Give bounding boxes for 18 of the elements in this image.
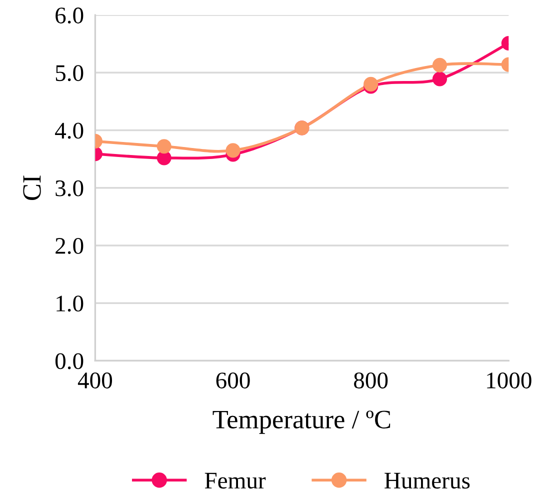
y-tick-label: 2.0: [56, 238, 84, 254]
y-tick-label: 1.0: [56, 296, 84, 312]
y-tick-label: 5.0: [56, 65, 84, 82]
point: [432, 58, 448, 72]
y-tick-label: 4.0: [55, 122, 84, 139]
y-tick-label: 3.0: [56, 180, 84, 196]
legend-label: Humerus: [384, 472, 470, 489]
x-tick-label: 800: [354, 372, 388, 388]
x-axis-title: Temperature / ºC: [212, 410, 390, 434]
x-tick-label: 400: [78, 372, 112, 388]
y-tick-label: 0.0: [55, 353, 84, 370]
x-tick-label: 600: [216, 372, 250, 388]
legend-label: Femur: [204, 472, 266, 489]
point: [432, 72, 448, 86]
y-axis-title: CI: [23, 176, 41, 200]
y-tick-label: 6.0: [56, 8, 84, 24]
x-tick-label: 1000: [487, 372, 532, 388]
point: [226, 143, 240, 158]
